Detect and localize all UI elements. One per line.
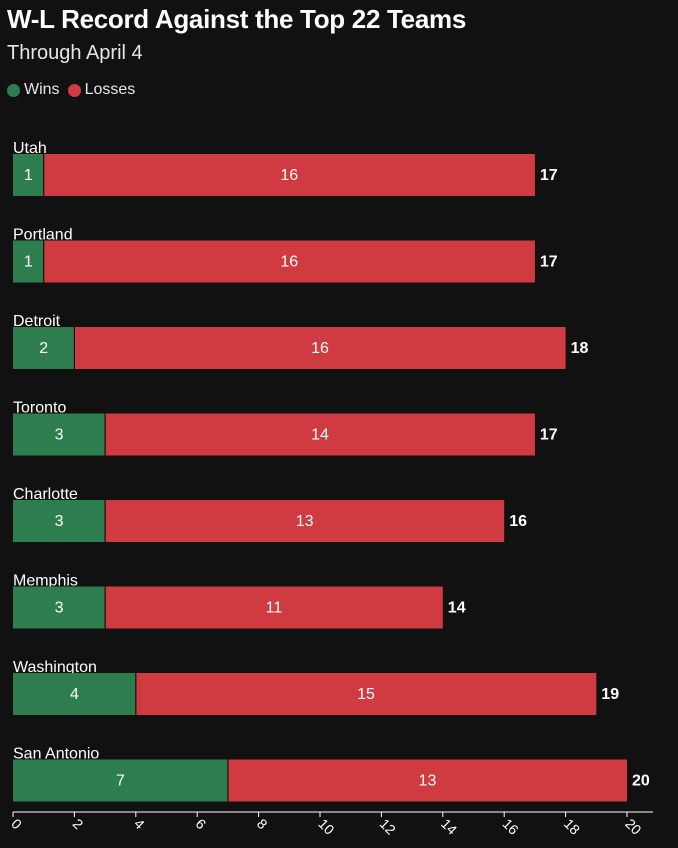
x-tick-label-20: 20: [622, 815, 644, 837]
losses-bar-detroit: [74, 327, 566, 369]
losses-value-toronto: 14: [311, 427, 329, 444]
wins-bar-toronto: [13, 413, 106, 456]
team-label-memphis: Memphis: [13, 573, 78, 590]
legend-label-wins: Wins: [24, 81, 60, 98]
losses-value-charlotte: 13: [296, 513, 314, 530]
legend: Wins Losses: [7, 81, 143, 99]
losses-value-detroit: 16: [311, 340, 329, 357]
total-value-utah: 17: [540, 167, 558, 184]
total-value-washington: 19: [601, 686, 619, 703]
x-tick-label-0: 0: [8, 815, 25, 832]
team-label-washington: Washington: [13, 659, 97, 676]
wins-bar-portland: [13, 240, 44, 283]
team-label-san-antonio: San Antonio: [13, 746, 99, 763]
team-label-toronto: Toronto: [13, 400, 66, 417]
losses-value-utah: 16: [280, 167, 298, 184]
wins-value-toronto: 3: [55, 427, 64, 444]
losses-bar-portland: [43, 240, 535, 283]
team-label-detroit: Detroit: [13, 313, 61, 330]
team-label-charlotte: Charlotte: [13, 486, 78, 503]
total-value-portland: 17: [540, 254, 558, 271]
wins-value-detroit: 2: [39, 340, 48, 357]
wins-value-utah: 1: [24, 167, 33, 184]
legend-swatch-wins: [7, 83, 20, 97]
losses-bar-charlotte: [105, 500, 505, 542]
legend-item-losses: Losses: [67, 81, 136, 99]
wins-bar-san-antonio: [13, 759, 228, 802]
team-label-utah: Utah: [13, 140, 47, 157]
losses-value-memphis: 11: [266, 600, 283, 617]
losses-bar-utah: [43, 154, 535, 196]
wins-value-memphis: 3: [55, 600, 64, 617]
losses-bar-san-antonio: [227, 759, 627, 802]
legend-label-losses: Losses: [84, 81, 136, 98]
x-tick-label-8: 8: [254, 815, 271, 832]
x-tick-label-2: 2: [70, 815, 87, 832]
total-value-charlotte: 16: [509, 513, 527, 530]
wins-bar-detroit: [13, 327, 75, 369]
x-tick-label-16: 16: [499, 815, 521, 837]
losses-value-portland: 16: [280, 254, 298, 271]
losses-bar-washington: [135, 673, 597, 715]
x-tick-label-6: 6: [192, 815, 209, 832]
losses-bar-memphis: [105, 586, 443, 629]
wins-bar-utah: [13, 154, 44, 196]
x-tick-label-14: 14: [438, 815, 460, 837]
wins-value-portland: 1: [24, 254, 33, 271]
losses-value-san-antonio: 13: [419, 773, 437, 790]
losses-value-washington: 15: [357, 686, 375, 703]
chart-subtitle: Through April 4: [7, 42, 143, 64]
x-tick-label-12: 12: [377, 815, 399, 837]
legend-item-wins: Wins: [7, 81, 60, 99]
team-label-portland: Portland: [13, 227, 73, 244]
x-tick-label-4: 4: [131, 815, 148, 832]
wins-bar-charlotte: [13, 500, 106, 542]
legend-swatch-losses: [67, 83, 81, 97]
total-value-toronto: 17: [540, 427, 558, 444]
chart-title: W-L Record Against the Top 22 Teams: [7, 4, 466, 34]
losses-bar-toronto: [105, 413, 535, 456]
wins-value-san-antonio: 7: [116, 773, 125, 790]
total-value-memphis: 14: [448, 600, 466, 617]
x-tick-label-10: 10: [315, 815, 337, 837]
x-tick-label-18: 18: [561, 815, 583, 837]
wins-bar-memphis: [13, 586, 106, 629]
wins-bar-washington: [13, 673, 136, 715]
total-value-detroit: 18: [571, 340, 589, 357]
total-value-san-antonio: 20: [632, 773, 650, 790]
wins-value-charlotte: 3: [55, 513, 64, 530]
wins-value-washington: 4: [70, 686, 79, 703]
